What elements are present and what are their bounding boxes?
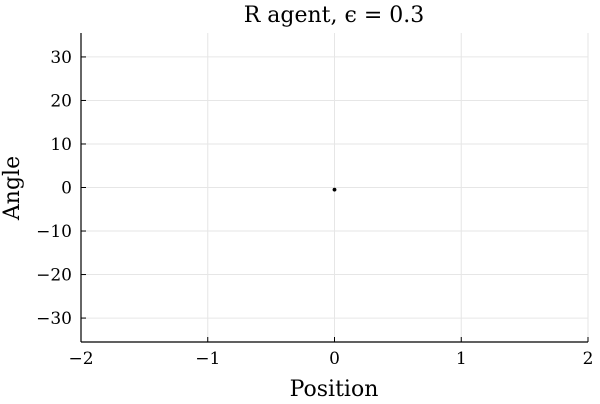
y-tick-label: −30 bbox=[36, 309, 72, 329]
y-tick-label: 0 bbox=[61, 179, 72, 199]
points-layer bbox=[332, 187, 337, 192]
grid-layer bbox=[80, 33, 589, 342]
chart-title: R agent, ϵ = 0.3 bbox=[244, 3, 425, 28]
x-tick-label: 0 bbox=[329, 349, 340, 369]
y-tick-label: 20 bbox=[50, 91, 72, 111]
x-tick-label: 1 bbox=[456, 349, 467, 369]
x-tick-label: 2 bbox=[583, 349, 594, 369]
y-tick-label: −10 bbox=[36, 222, 72, 242]
x-tick-label: −2 bbox=[68, 349, 93, 369]
x-tick-label: −1 bbox=[195, 349, 220, 369]
y-axis-label: Angle bbox=[0, 156, 25, 221]
y-tick-label: 30 bbox=[50, 48, 72, 68]
y-tick-label: 10 bbox=[50, 135, 72, 155]
y-tick-label: −20 bbox=[36, 266, 72, 286]
x-axis-label: Position bbox=[290, 377, 379, 400]
data-point bbox=[332, 187, 337, 192]
